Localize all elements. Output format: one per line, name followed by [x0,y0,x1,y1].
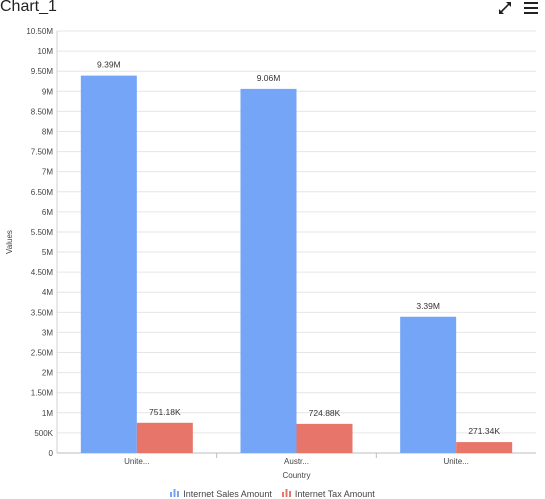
y-tick-label: 9.50M [31,67,54,76]
data-label: 9.39M [97,60,121,70]
y-tick-label: 8M [42,127,53,136]
y-axis-ticks: 0 500K 1M 1.50M 2M 2.50M 3M 3.50M 4M 4.50M 5M 5.50M… [26,27,53,458]
x-tick-label: Unite... [443,457,468,466]
bar-chart-icon [281,488,291,499]
data-label: 271.34K [468,426,500,436]
legend: Internet Sales Amount Internet Tax Amoun… [0,488,545,499]
bar-tax [136,422,193,453]
y-tick-label: 1M [42,409,53,418]
data-label: 9.06M [257,73,281,83]
legend-item-sales[interactable]: Internet Sales Amount [170,488,272,499]
x-axis-title: Country [282,471,310,480]
y-tick-label: 10M [37,47,53,56]
y-tick-label: 6.50M [31,188,54,197]
legend-label-sales: Internet Sales Amount [183,488,272,499]
bar-sales [80,75,137,454]
y-tick-label: 5.50M [31,228,54,237]
y-tick-label: 3.50M [31,308,54,317]
bar-chart: 0 500K 1M 1.50M 2M 2.50M 3M 3.50M 4M 4.50M 5M 5.50M… [5,27,536,480]
y-tick-label: 4M [42,288,53,297]
y-tick-label: 8.50M [31,107,54,116]
bar-chart-icon [170,488,180,499]
bar-tax [296,423,353,453]
y-tick-label: 9M [42,87,53,96]
y-tick-label: 7M [42,168,53,177]
x-axis-ticks: Unite... Austr... Unite... [124,453,469,466]
y-tick-label: 2M [42,369,53,378]
y-tick-label: 0 [49,449,54,458]
chart-toolbar [497,0,539,16]
y-tick-label: 2.50M [31,349,54,358]
expand-icon[interactable] [497,0,513,16]
bar-tax [456,442,513,453]
y-tick-label: 500K [34,429,53,438]
data-label: 724.88K [309,408,341,418]
hamburger-menu-icon[interactable] [523,0,539,16]
y-tick-label: 3M [42,328,53,337]
y-tick-label: 5M [42,248,53,257]
y-tick-label: 6M [42,208,53,217]
y-tick-label: 4.50M [31,268,54,277]
legend-item-tax[interactable]: Internet Tax Amount [281,488,375,499]
x-tick-label: Unite... [124,457,149,466]
data-label: 751.18K [149,407,181,417]
bar-sales [400,316,457,453]
y-axis-title: Values [5,230,14,254]
bars: 9.39M 751.18K 9.06M 724.88K 3.39M 271.34K [80,60,513,454]
chart-title: Chart_1 [0,0,57,15]
legend-label-tax: Internet Tax Amount [294,488,375,499]
y-tick-label: 10.50M [26,27,53,36]
y-tick-label: 1.50M [31,389,54,398]
bar-sales [240,88,297,454]
x-tick-label: Austr... [284,457,309,466]
data-label: 3.39M [416,301,440,311]
y-tick-label: 7.50M [31,148,54,157]
